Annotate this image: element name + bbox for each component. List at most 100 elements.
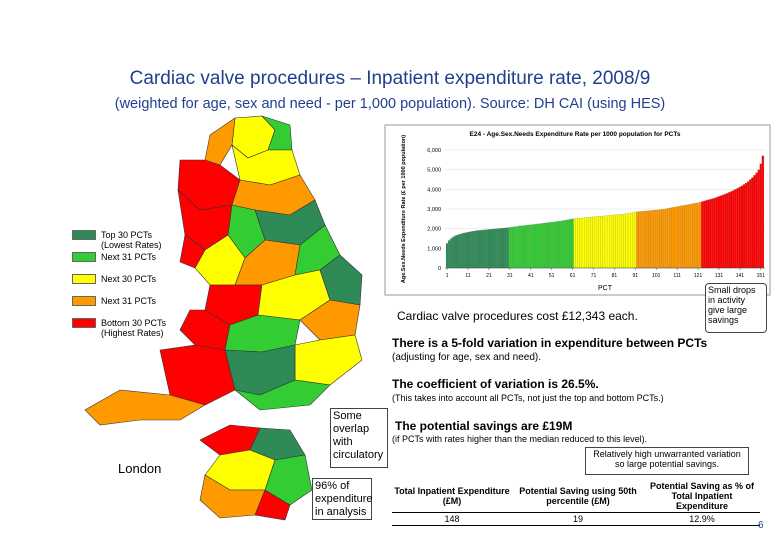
bar — [529, 224, 532, 269]
callout: Small drops in activity give large savin… — [705, 283, 767, 333]
note: (This takes into account all PCTs, not j… — [392, 393, 664, 403]
legend-item: Next 30 PCTs — [72, 274, 166, 296]
bar — [615, 214, 618, 269]
bar — [621, 214, 624, 269]
legend-swatch — [72, 274, 96, 284]
bar — [694, 203, 698, 269]
bar — [460, 233, 463, 269]
bar — [481, 229, 484, 269]
legend-label: Bottom 30 PCTs — [101, 318, 167, 328]
bar — [617, 214, 620, 269]
bar — [573, 218, 576, 269]
y-tick-label: 3,000 — [427, 207, 441, 213]
bar — [696, 202, 700, 269]
legend-item: Next 31 PCTs — [72, 252, 166, 274]
bar — [561, 220, 564, 269]
bar — [556, 221, 560, 269]
bar — [498, 228, 501, 269]
bar — [676, 206, 679, 269]
legend-swatch — [72, 296, 96, 306]
x-tick-label: 21 — [486, 273, 492, 279]
table-cell: 148 — [392, 512, 512, 526]
bar — [494, 228, 497, 269]
bar — [730, 191, 733, 269]
bar — [715, 197, 719, 269]
bar — [489, 229, 493, 269]
bar — [703, 200, 706, 269]
table-header: Total Inpatient Expenditure (£M) — [392, 480, 512, 513]
legend-swatch — [72, 318, 96, 328]
bar — [753, 175, 756, 269]
london-label: London — [118, 461, 162, 476]
bar — [464, 232, 468, 269]
bar — [458, 234, 461, 269]
legend-label: (Highest Rates) — [101, 328, 164, 338]
bar — [742, 184, 746, 269]
bar — [554, 221, 557, 269]
title: Cardiac valve procedures – Inpatient exp… — [129, 68, 651, 89]
bar — [596, 216, 599, 269]
bar — [755, 172, 758, 269]
bar — [466, 232, 470, 269]
bar — [692, 203, 696, 269]
bar — [602, 215, 606, 269]
callout: 96% of expenditure in analysis — [312, 478, 373, 520]
bar — [445, 243, 449, 269]
bar — [640, 211, 643, 269]
x-tick-label: 101 — [652, 273, 661, 279]
bar — [577, 218, 580, 269]
bar — [711, 198, 714, 269]
bar — [661, 209, 664, 269]
savings-table: Total Inpatient Expenditure (£M) Potentia… — [392, 480, 760, 526]
bar — [713, 197, 716, 269]
bar — [648, 210, 652, 269]
bar — [701, 201, 704, 269]
bar — [688, 204, 691, 269]
note: The coefficient of variation is 26.5%. — [392, 377, 599, 391]
bar — [726, 193, 729, 269]
bar — [473, 230, 476, 269]
bar — [502, 228, 505, 269]
bar — [586, 217, 589, 269]
legend-label: Top 30 PCTs — [101, 230, 153, 240]
bar — [736, 188, 739, 269]
bar — [491, 228, 495, 269]
callout: Relatively high unwarranted variation so… — [585, 447, 749, 475]
page-number: 6 — [758, 520, 764, 531]
bar — [734, 189, 737, 269]
bar — [719, 195, 723, 269]
x-tick-label: 131 — [715, 273, 724, 279]
cost-note: Cardiac valve procedures cost £12,343 ea… — [397, 309, 638, 323]
bar — [531, 224, 534, 269]
x-tick-label: 121 — [694, 273, 703, 279]
bar — [657, 209, 660, 269]
bar — [575, 218, 578, 269]
note: (adjusting for age, sex and need). — [392, 352, 541, 363]
bar — [699, 202, 702, 269]
bar — [523, 225, 526, 269]
bar — [563, 220, 566, 269]
y-tick-label: 5,000 — [427, 168, 441, 174]
table-cell: 19 — [512, 512, 644, 526]
legend-item: Bottom 30 PCTs (Highest Rates) — [72, 318, 166, 340]
legend-label: Next 31 PCTs — [101, 252, 157, 262]
bar — [571, 218, 574, 269]
bar — [519, 225, 522, 269]
bar — [738, 186, 742, 269]
legend-item: Next 31 PCTs — [72, 296, 166, 318]
bar — [634, 211, 637, 269]
bar — [613, 214, 616, 269]
bar — [479, 230, 482, 269]
bar — [558, 221, 562, 269]
bar — [477, 230, 480, 269]
bar — [680, 205, 683, 269]
bar — [504, 227, 507, 269]
bar — [690, 203, 693, 269]
bar — [537, 223, 541, 269]
bar — [496, 228, 499, 269]
bar — [740, 185, 744, 269]
bar — [724, 193, 727, 269]
bar — [663, 208, 666, 269]
x-tick-label: 11 — [465, 273, 470, 279]
